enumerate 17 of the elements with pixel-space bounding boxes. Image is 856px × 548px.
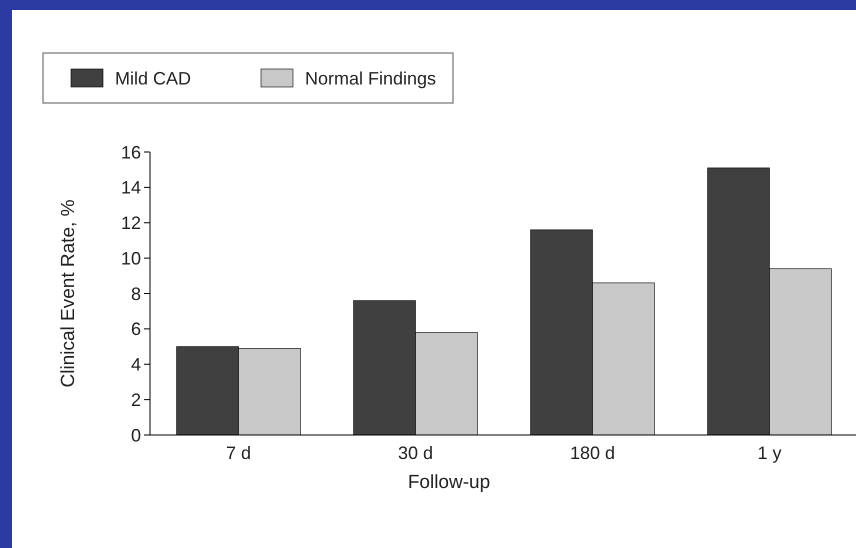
legend-label: Mild CAD — [115, 68, 192, 88]
x-tick-label: 7 d — [226, 443, 252, 463]
y-tick-label: 0 — [130, 425, 141, 446]
y-axis-title: Clinical Event Rate, % — [58, 199, 79, 388]
y-tick-label: 16 — [120, 142, 141, 162]
y-tick-label: 2 — [130, 390, 141, 410]
y-tick-label: 12 — [120, 213, 141, 234]
y-tick-label: 6 — [130, 319, 141, 340]
y-tick-label: 14 — [120, 178, 141, 198]
x-tick-label: 30 d — [398, 443, 434, 463]
x-axis-title: Follow-up — [408, 472, 490, 494]
x-tick-label: 1 y — [757, 443, 782, 463]
y-tick-label: 4 — [130, 354, 141, 375]
x-tick-label: 180 d — [570, 443, 616, 463]
y-tick-label: 8 — [130, 284, 141, 304]
y-tick-label: 10 — [120, 248, 141, 268]
legend-label: Normal Findings — [305, 68, 436, 88]
